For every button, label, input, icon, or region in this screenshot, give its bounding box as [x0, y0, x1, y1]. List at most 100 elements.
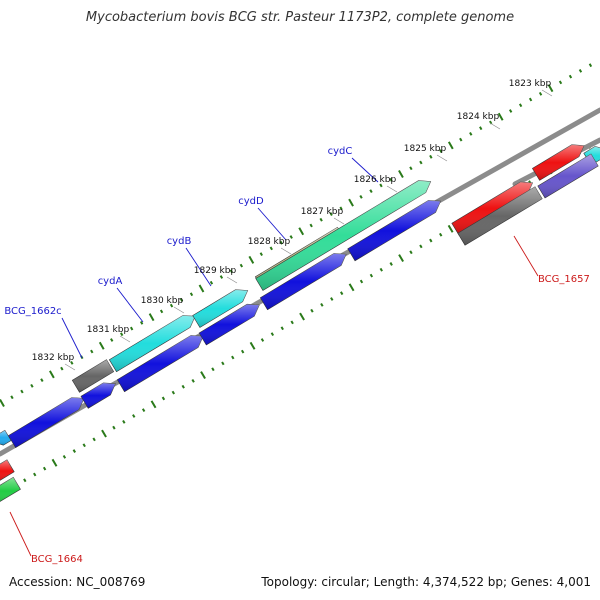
inner-tick-mark — [33, 472, 37, 477]
inner-tick-mark — [310, 308, 314, 313]
outer-tick-mark — [578, 69, 583, 73]
inner-tick-mark — [132, 414, 136, 418]
inner-tick-mark — [240, 349, 245, 354]
outer-tick-mark — [359, 194, 363, 199]
outer-tick-mark — [369, 189, 373, 194]
inner-tick-mark — [191, 379, 195, 383]
genome-summary-text: Topology: circular; Length: 4,374,522 bp… — [261, 575, 591, 589]
outer-tick-mark — [469, 132, 473, 136]
inner-tick-mark — [299, 312, 305, 321]
gene-label-bcg-1657: BCG_1657 — [538, 274, 590, 285]
outer-tick-mark — [189, 292, 194, 297]
tick-label: 1830 kbp — [141, 296, 184, 306]
outer-tick-mark — [508, 109, 513, 113]
tick-label: 1824 kbp — [457, 112, 500, 122]
inner-tick-mark — [447, 224, 454, 233]
outer-tick-mark — [339, 206, 343, 211]
label-leader-lines — [9, 89, 553, 557]
outer-tick-mark — [379, 183, 383, 188]
tick-label: 1828 kbp — [248, 237, 291, 247]
gene-arrow-bcg-1664-shading — [0, 477, 21, 502]
outer-tick-mark — [198, 284, 205, 293]
gene-arrow-cyan-left-shading — [0, 430, 12, 446]
gene-arrow-bcg-1657-shading — [457, 186, 543, 246]
inner-tick-mark — [330, 297, 334, 301]
outer-tick-mark — [429, 154, 433, 159]
inner-tick-mark — [419, 244, 423, 249]
inner-tick-mark — [141, 408, 146, 413]
tick-label: 1829 kbp — [194, 266, 237, 276]
inner-tick-mark — [62, 455, 67, 459]
inner-tick-mark — [92, 437, 96, 442]
outer-tick-mark — [219, 275, 224, 279]
tick-label: 1826 kbp — [354, 175, 397, 185]
outer-tick-mark — [279, 240, 283, 245]
outer-tick-mark — [139, 320, 144, 325]
outer-tick-mark — [239, 263, 244, 268]
gene-arrow-bcg-1662c-shading — [72, 359, 114, 393]
outer-tick-mark — [568, 74, 573, 79]
gene-arrow-cyda-shading — [109, 315, 196, 372]
gene-leader-cydc — [351, 157, 379, 183]
tick-labels: 1823 kbp 1824 kbp 1825 kbp 1826 kbp 1827 kbp… — [32, 79, 552, 363]
gene-leader-cyda — [116, 287, 144, 323]
outer-tick-mark — [409, 166, 413, 171]
tick-label-leader — [541, 89, 553, 97]
outer-tick-mark — [129, 326, 134, 331]
tick-label: 1823 kbp — [509, 79, 552, 89]
outer-tick-mark — [20, 389, 24, 394]
inner-tick-mark — [409, 250, 413, 255]
gene-arrow-cydc-shading — [255, 180, 431, 291]
inner-tick-mark — [369, 273, 374, 278]
inner-tick-mark — [340, 291, 344, 296]
gene-arrow-red-2-shading — [532, 144, 584, 181]
outer-tick-mark — [298, 227, 305, 236]
outer-tick-mark — [459, 137, 463, 142]
gene-arrow-red-1-shading — [451, 182, 533, 236]
inner-tick-mark — [439, 232, 443, 237]
tick-label-leader — [333, 217, 345, 225]
inner-tick-mark — [231, 355, 235, 360]
outer-tick-mark — [558, 80, 563, 85]
outer-tick-mark — [547, 84, 554, 93]
outer-tick-mark — [90, 349, 94, 354]
tick-label: 1832 kbp — [32, 353, 75, 363]
inner-tick-mark — [260, 338, 265, 342]
tick-label-leader — [226, 276, 238, 284]
inner-tick-mark — [320, 302, 324, 307]
outer-tick-mark — [269, 246, 273, 251]
tick-label-leader — [119, 335, 131, 343]
gene-arrow-blue-1-shading — [8, 397, 84, 448]
outer-tick-mark — [248, 255, 255, 264]
inner-tick-mark — [42, 466, 47, 471]
outer-tick-mark — [588, 63, 593, 68]
inner-tick-mark — [112, 425, 116, 430]
outer-tick-mark — [120, 332, 124, 337]
inner-tick-mark — [359, 279, 364, 284]
outer-tick-mark — [110, 338, 114, 342]
inner-tick-mark — [23, 478, 27, 483]
outer-tick-mark — [229, 269, 234, 274]
outer-tick-mark — [389, 177, 393, 182]
outer-tick-mark — [159, 309, 164, 314]
inner-tick-mark — [379, 267, 383, 272]
tick-label-leader — [64, 363, 76, 371]
gene-arrow-blue-6-shading — [347, 200, 441, 261]
tick-label-leader — [280, 247, 292, 255]
gene-leader-bcg-1657 — [513, 235, 539, 277]
tick-label-leader — [436, 154, 448, 162]
inner-tick-mark — [348, 283, 355, 292]
inner-tick-mark — [290, 320, 294, 325]
gene-label-cydb: cydB — [167, 236, 192, 247]
inner-tick-mark — [181, 384, 185, 389]
outer-tick-mark — [479, 126, 483, 131]
outer-tick-mark — [0, 399, 5, 407]
outer-tick-mark — [528, 97, 533, 102]
inner-tick-mark — [150, 400, 157, 409]
gene-leader-bcg-1664 — [9, 511, 32, 557]
outer-tick-mark — [169, 303, 174, 308]
gene-arrow-red-left-shading — [0, 459, 15, 481]
inner-tick-mark — [171, 390, 176, 395]
outer-tick-mark — [10, 395, 14, 400]
gene-labels: cydC cydD cydB cydA BCG_1662c BCG_1657 BCG_166… — [4, 146, 590, 565]
